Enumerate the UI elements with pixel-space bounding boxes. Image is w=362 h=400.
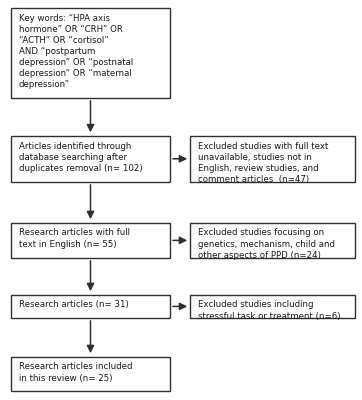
FancyBboxPatch shape [190, 136, 355, 182]
Text: Excluded studies with full text
unavailable, studies not in
English, review stud: Excluded studies with full text unavaila… [198, 142, 328, 184]
FancyBboxPatch shape [11, 295, 170, 318]
FancyBboxPatch shape [11, 357, 170, 391]
Text: Key words: “HPA axis
hormone” OR “CRH” OR
“ACTH” OR “cortisol”
AND “postpartum
d: Key words: “HPA axis hormone” OR “CRH” O… [19, 14, 133, 89]
FancyBboxPatch shape [11, 223, 170, 258]
Text: Excluded studies including
stressful task or treatment (n=6): Excluded studies including stressful tas… [198, 300, 341, 320]
FancyBboxPatch shape [11, 136, 170, 182]
Text: Excluded studies focusing on
genetics, mechanism, child and
other aspects of PPD: Excluded studies focusing on genetics, m… [198, 228, 335, 260]
FancyBboxPatch shape [190, 223, 355, 258]
Text: Articles identified through
database searching after
duplicates removal (n= 102): Articles identified through database sea… [19, 142, 143, 173]
Text: Research articles with full
text in English (n= 55): Research articles with full text in Engl… [19, 228, 130, 248]
FancyBboxPatch shape [11, 8, 170, 98]
FancyBboxPatch shape [190, 295, 355, 318]
Text: Research articles included
in this review (n= 25): Research articles included in this revie… [19, 362, 132, 382]
Text: Research articles (n= 31): Research articles (n= 31) [19, 300, 129, 310]
